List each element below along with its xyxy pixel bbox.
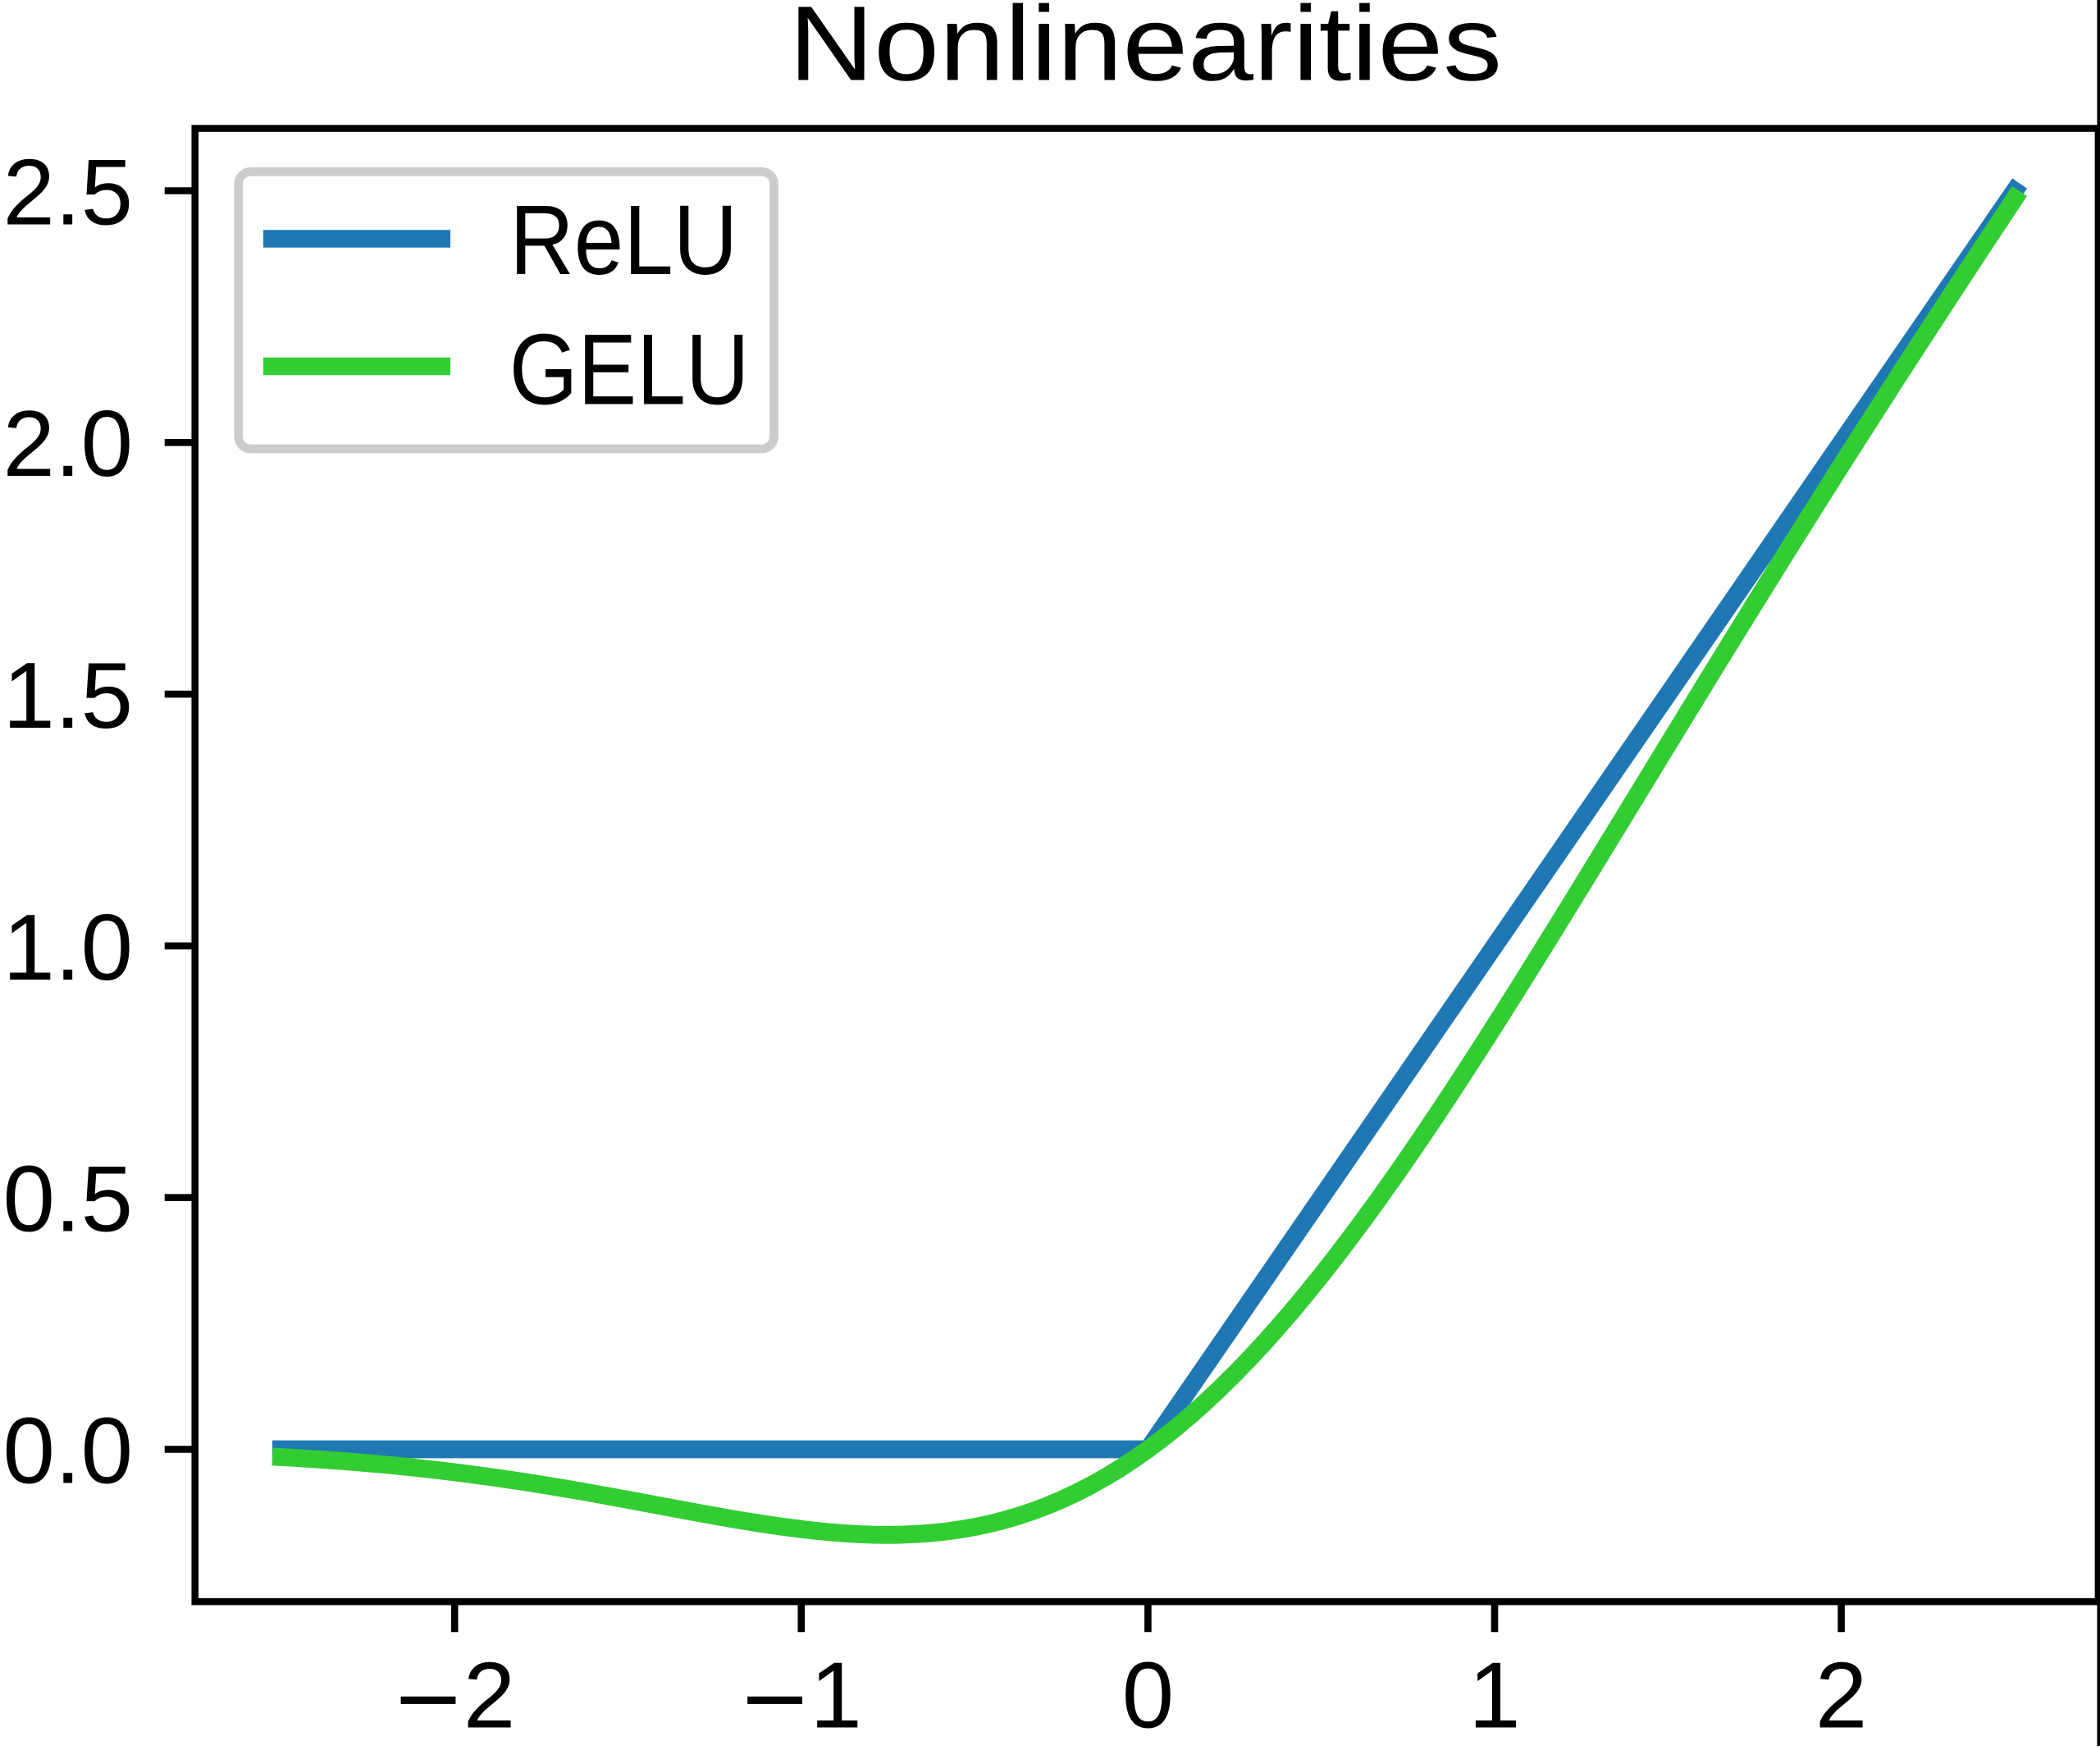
svg-text:1: 1 <box>1468 1644 1520 1747</box>
svg-text:2.0: 2.0 <box>3 392 133 496</box>
svg-text:2.5: 2.5 <box>3 140 133 244</box>
svg-text:1.0: 1.0 <box>3 896 133 1000</box>
svg-text:Nonlinearities: Nonlinearities <box>789 0 1502 103</box>
svg-text:0.5: 0.5 <box>3 1148 133 1252</box>
svg-text:ReLU: ReLU <box>509 184 737 295</box>
svg-text:1: 1 <box>810 1644 861 1747</box>
svg-text:1.5: 1.5 <box>3 644 133 748</box>
svg-text:GELU: GELU <box>509 313 750 426</box>
svg-text:0: 0 <box>1122 1644 1174 1747</box>
svg-text:2: 2 <box>463 1644 515 1747</box>
svg-text:2: 2 <box>1815 1644 1867 1747</box>
svg-text:0.0: 0.0 <box>3 1399 133 1503</box>
